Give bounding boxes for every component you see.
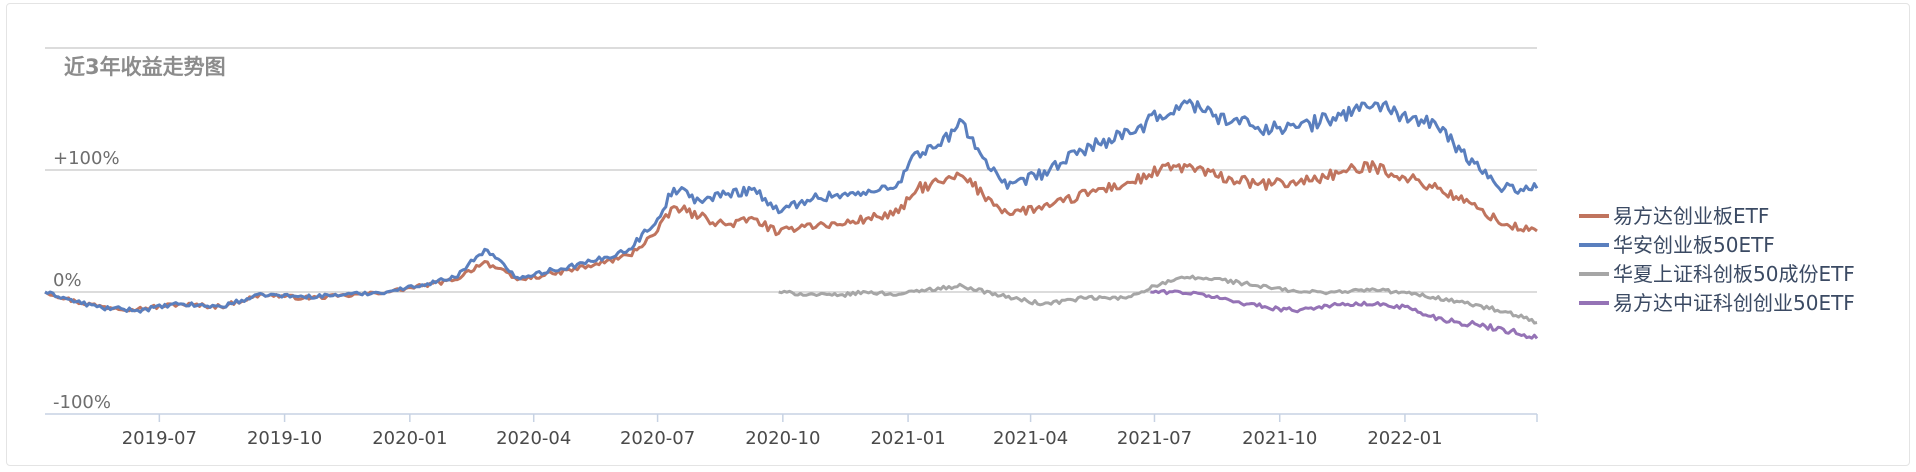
- x-axis: 2019-07 2019-10 2020-01 2020-04 2020-07 2020-…: [45, 413, 1538, 449]
- series-lines: [44, 98, 1539, 340]
- x-tick-label: 2022-01: [1367, 428, 1442, 449]
- x-tick-label: 2021-01: [870, 428, 945, 449]
- y-tick-label: 0%: [53, 270, 82, 291]
- x-tick-label: 2019-07: [122, 428, 197, 449]
- series-line: [1150, 289, 1539, 340]
- series-line: [778, 274, 1538, 325]
- grid-lines: [45, 47, 1537, 415]
- x-tick-label: 2020-01: [372, 428, 447, 449]
- legend: 易方达创业板ETF 华安创业板50ETF 华夏上证科创板50成份ETF 易方达中证科创…: [1579, 204, 1855, 315]
- y-tick-label: +100%: [53, 148, 120, 169]
- chart-title: 近3年收益走势图: [64, 55, 226, 79]
- y-tick-label: -100%: [53, 392, 111, 413]
- legend-label: 华安创业板50ETF: [1613, 233, 1775, 257]
- x-tick-label: 2021-10: [1242, 428, 1317, 449]
- series-line: [44, 98, 1539, 314]
- y-tick-labels: +100% 0% -100%: [53, 148, 120, 413]
- x-tick-label: 2021-07: [1117, 428, 1192, 449]
- legend-label: 华夏上证科创板50成份ETF: [1613, 262, 1855, 286]
- x-tick-label: 2020-07: [620, 428, 695, 449]
- chart-frame: +100% 0% -100% 2019-07 2019-10 2020-01 2020-0…: [6, 3, 1910, 466]
- legend-label: 易方达中证科创创业50ETF: [1613, 291, 1855, 315]
- x-tick-label: 2019-10: [247, 428, 322, 449]
- x-tick-label: 2020-04: [496, 428, 571, 449]
- series-line: [44, 160, 1538, 313]
- x-tick-label: 2020-10: [745, 428, 820, 449]
- legend-label: 易方达创业板ETF: [1613, 204, 1769, 228]
- x-tick-label: 2021-04: [993, 428, 1068, 449]
- line-chart: +100% 0% -100% 2019-07 2019-10 2020-01 2020-0…: [44, 47, 1855, 449]
